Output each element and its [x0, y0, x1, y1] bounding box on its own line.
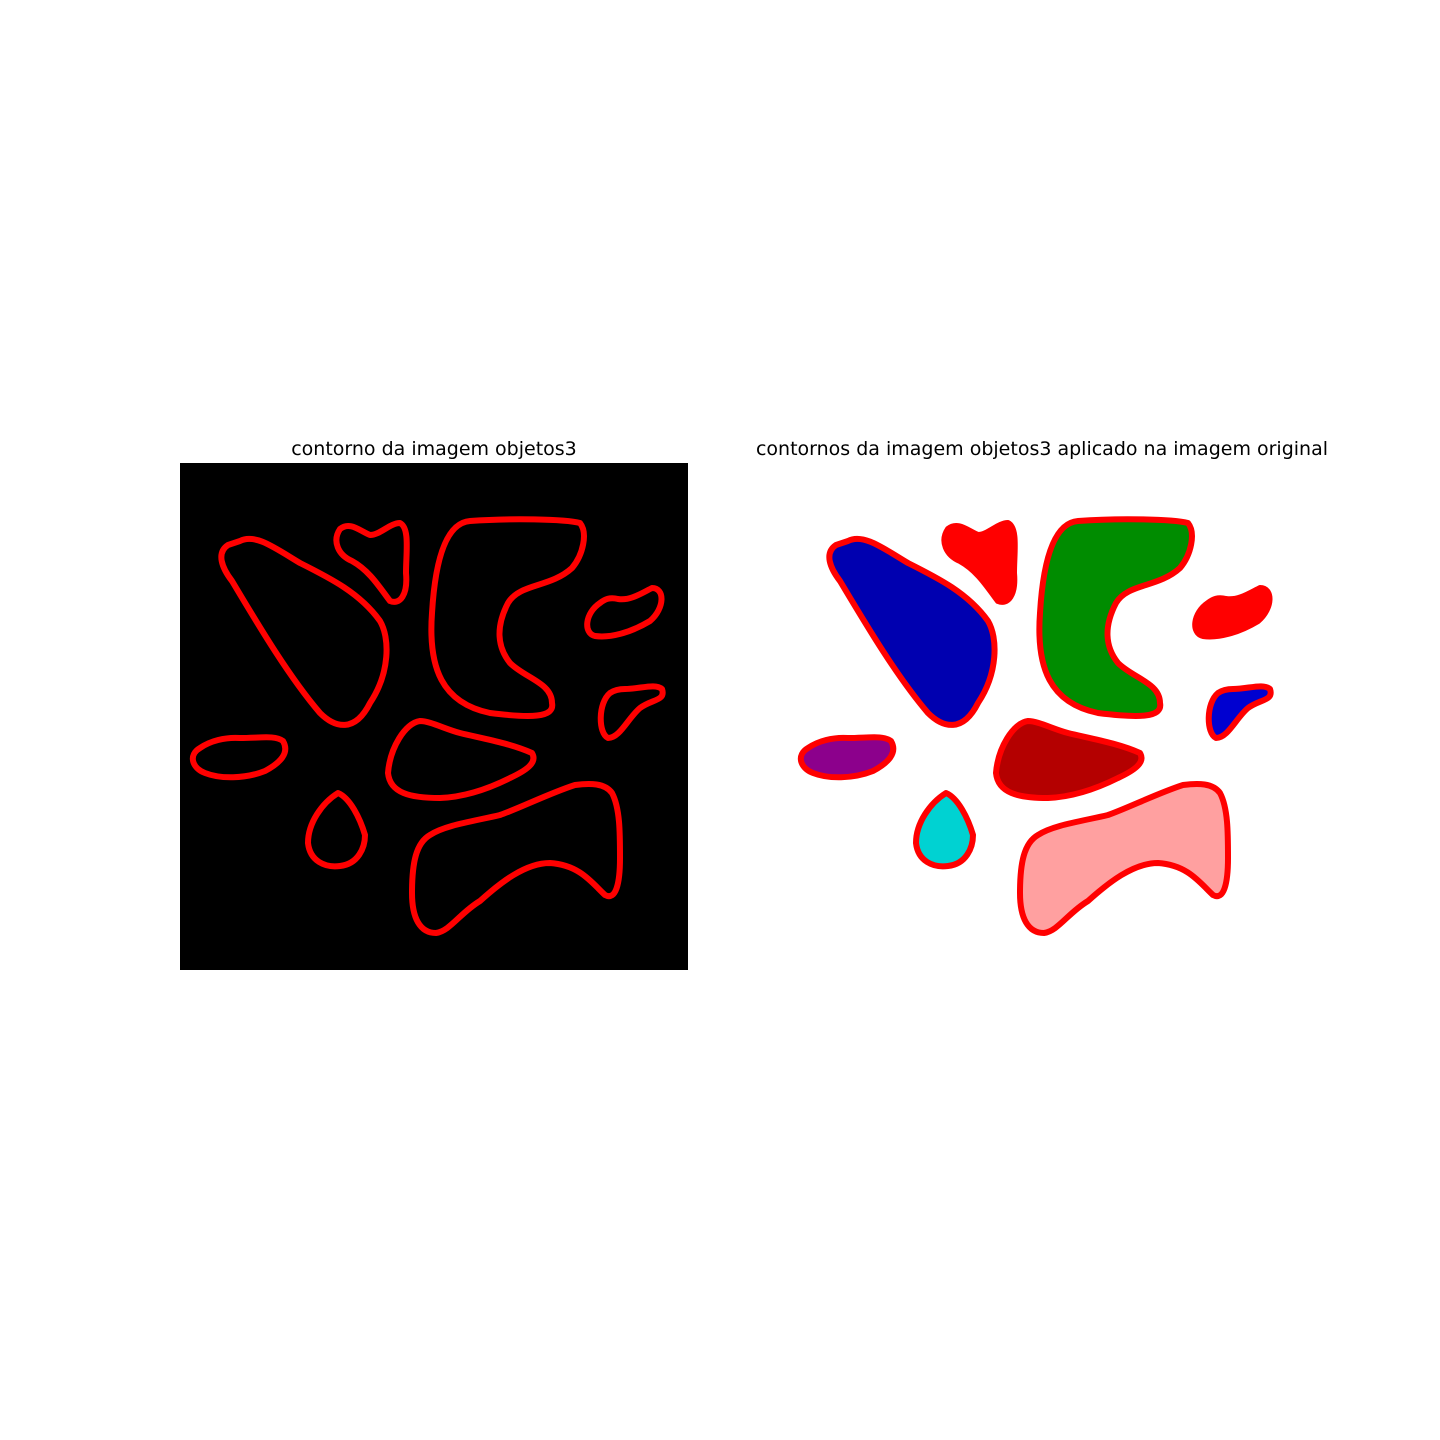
filled-object-small-right-lower — [1205, 683, 1274, 741]
right-panel-title: contornos da imagem objetos3 aplicado na… — [755, 438, 1329, 460]
contour-small-right-upper — [584, 585, 665, 640]
contour-oval-left — [189, 734, 289, 781]
overlay-image-panel — [788, 463, 1296, 970]
filled-object-small-heart — [941, 520, 1018, 605]
contour-small-right-lower — [597, 683, 666, 741]
left-panel-title: contorno da imagem objetos3 — [291, 438, 577, 460]
filled-object-bean-large — [1017, 781, 1231, 936]
filled-object-c-shape — [1036, 516, 1195, 719]
filled-object-oval-left — [797, 734, 897, 781]
filled-object-teardrop-large — [826, 535, 998, 728]
contour-c-shape — [428, 516, 587, 719]
filled-object-center-blob — [993, 718, 1145, 801]
contour-small-heart — [333, 520, 410, 605]
filled-object-drop-small — [913, 790, 976, 870]
contour-teardrop-large — [218, 535, 390, 728]
filled-object-small-right-upper — [1192, 585, 1273, 640]
contour-drop-small — [305, 790, 368, 870]
contour-center-blob — [385, 718, 537, 801]
contour-image-panel — [180, 463, 688, 970]
contour-bean-large — [409, 781, 623, 936]
